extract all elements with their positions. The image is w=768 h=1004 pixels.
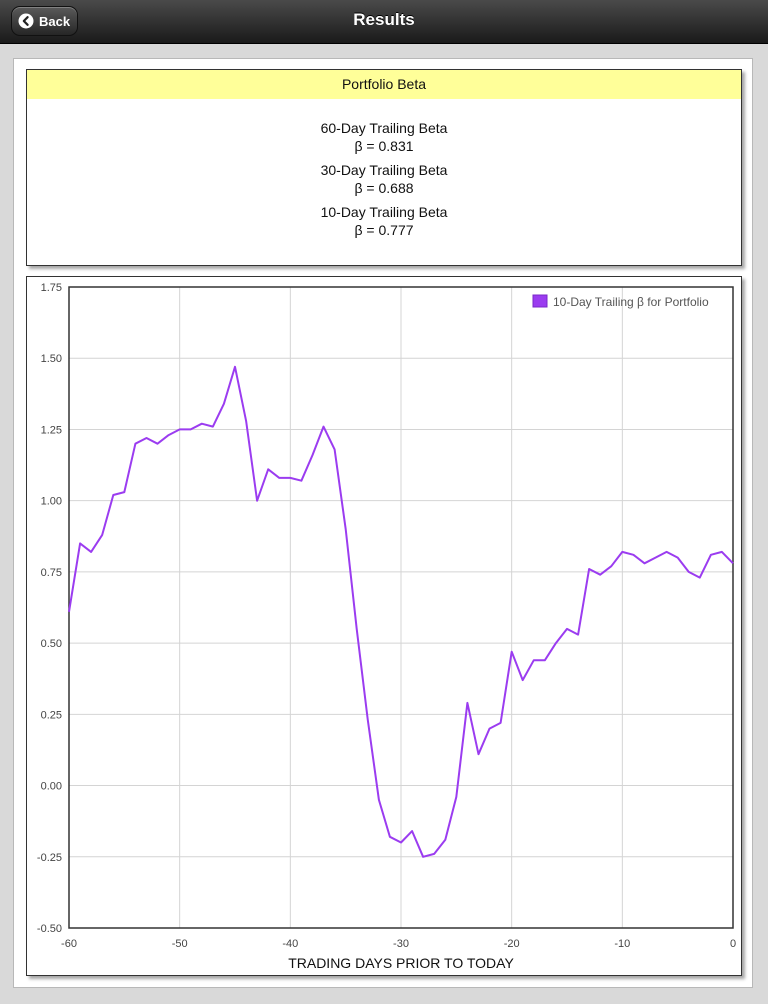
navigation-bar: Results Back (0, 0, 768, 44)
x-tick-label: -20 (504, 938, 520, 950)
chevron-left-icon (18, 13, 34, 29)
y-tick-label: 0.25 (41, 709, 62, 721)
y-tick-label: 0.50 (41, 638, 62, 650)
beta-label: 10-Day Trailing Beta (320, 204, 448, 220)
x-axis-title: TRADING DAYS PRIOR TO TODAY (288, 955, 514, 971)
y-tick-label: 1.75 (41, 282, 62, 294)
beta-value: β = 0.831 (354, 138, 414, 154)
legend-swatch (532, 294, 548, 308)
y-tick-label: 1.00 (41, 496, 62, 508)
beta-item-30-day: 30-Day Trailing Beta β = 0.688 (27, 161, 741, 197)
portfolio-beta-panel: Portfolio Beta 60-Day Trailing Beta β = … (26, 69, 742, 266)
beta-label: 60-Day Trailing Beta (320, 120, 448, 136)
y-tick-label: 1.50 (41, 353, 62, 365)
y-tick-label: 0.75 (41, 567, 62, 579)
x-tick-label: -50 (172, 938, 188, 950)
beta-item-10-day: 10-Day Trailing Beta β = 0.777 (27, 203, 741, 239)
x-tick-label: -30 (393, 938, 409, 950)
beta-value: β = 0.777 (354, 222, 414, 238)
x-tick-label: -10 (614, 938, 630, 950)
beta-list: 60-Day Trailing Beta β = 0.831 30-Day Tr… (27, 99, 741, 239)
series-line-10-day-beta (68, 365, 734, 858)
back-button[interactable]: Back (11, 6, 78, 36)
x-tick-label: -60 (61, 938, 77, 950)
back-button-label: Back (39, 14, 71, 29)
page-title: Results (353, 10, 415, 29)
beta-line-chart: 1.75 1.50 1.25 1.00 0.75 0.50 0.25 0.00 -0.25 -0.… (37, 282, 736, 971)
y-tick-label: 0.00 (41, 781, 62, 793)
beta-item-60-day: 60-Day Trailing Beta β = 0.831 (27, 119, 741, 155)
x-tick-label: -40 (282, 938, 298, 950)
portfolio-beta-header: Portfolio Beta (27, 70, 741, 99)
y-tick-label: -0.50 (37, 923, 62, 935)
beta-chart-panel: 1.75 1.50 1.25 1.00 0.75 0.50 0.25 0.00 -0.25 -0.… (26, 276, 742, 976)
legend-entry: 10-Day Trailing β for Portfolio (553, 295, 709, 309)
y-tick-label: 1.25 (41, 424, 62, 436)
x-tick-label: 0 (730, 938, 736, 950)
beta-value: β = 0.688 (354, 180, 414, 196)
beta-label: 30-Day Trailing Beta (320, 162, 448, 178)
y-tick-label: -0.25 (37, 852, 62, 864)
